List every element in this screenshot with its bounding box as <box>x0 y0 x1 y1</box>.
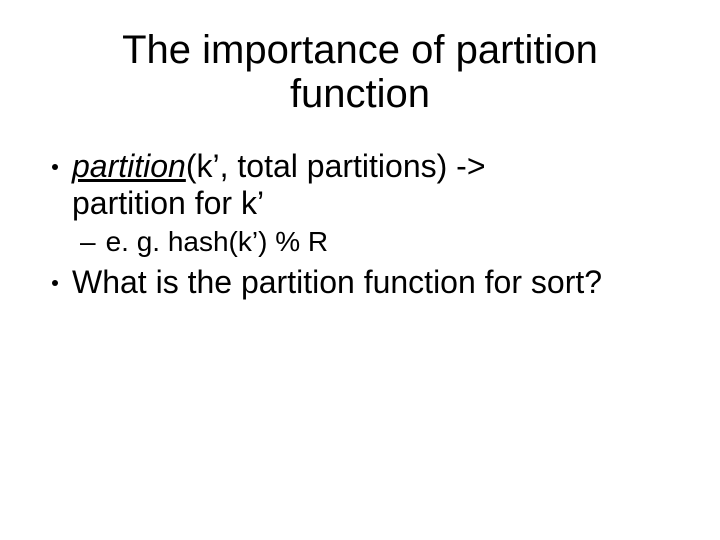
bullet-marker-icon <box>52 164 58 170</box>
bullet-continuation: partition for k’ <box>72 185 670 222</box>
dash-marker-icon: – <box>80 226 96 258</box>
sub-bullet-text: e. g. hash(k’) % R <box>106 226 670 258</box>
slide-body: partition(k’, total partitions) -> parti… <box>50 148 670 301</box>
bullet-item: partition(k’, total partitions) -> parti… <box>50 148 670 222</box>
bullet-text: What is the partition function for sort? <box>72 264 670 301</box>
slide-title: The importance of partition function <box>50 28 670 116</box>
slide: The importance of partition function par… <box>0 0 720 540</box>
bullet-rest: (k’, total partitions) -> <box>186 148 486 184</box>
sub-bullet-item: – e. g. hash(k’) % R <box>80 226 670 258</box>
bullet-marker-icon <box>52 280 58 286</box>
bullet-text: partition(k’, total partitions) -> parti… <box>72 148 670 222</box>
bullet-emph-word: partition <box>72 148 186 184</box>
bullet-item: What is the partition function for sort? <box>50 264 670 301</box>
